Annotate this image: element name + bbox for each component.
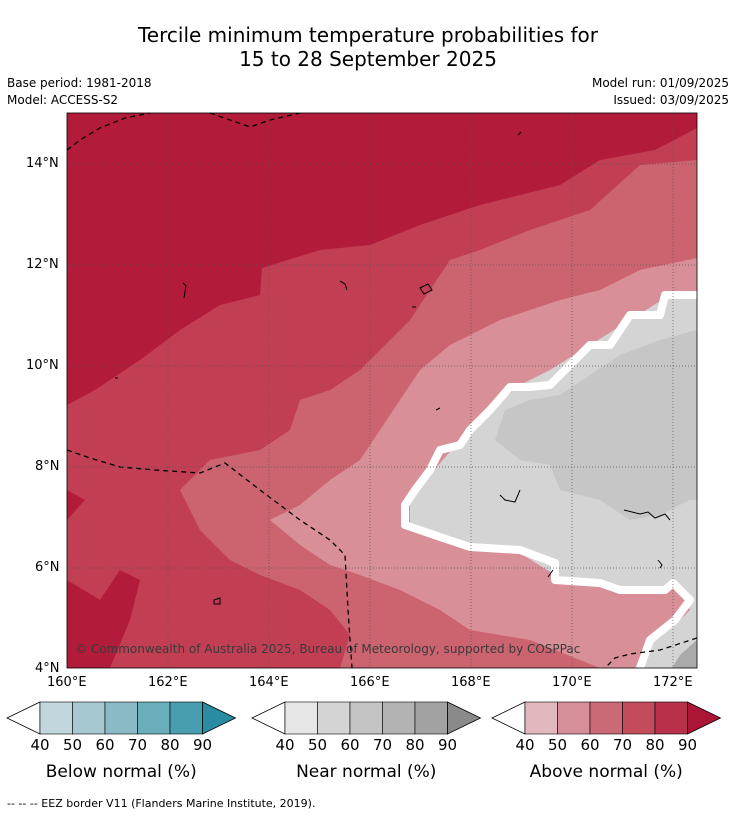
gridlines [67, 113, 697, 668]
colorbar-below-swatch-3 [137, 701, 171, 735]
lat-tick-10n: 10°N [26, 358, 59, 373]
colorbar-near-label-50: 50 [307, 736, 328, 754]
eez-legend: -- -- -- EEZ border V11 (Flanders Marine… [7, 797, 316, 810]
colorbar-near-title: Near normal (%) [296, 762, 437, 782]
map-frame [66, 112, 698, 669]
lat-tick-4n: 4°N [35, 661, 60, 676]
colorbar-above-low-extend [491, 701, 526, 735]
colorbar-near-label-60: 60 [340, 736, 360, 754]
colorbar-above-swatch-0 [524, 701, 558, 735]
colorbar-below-label-40: 40 [30, 736, 50, 754]
colorbar-below-title: Below normal (%) [45, 762, 197, 782]
colorbar-near-label-70: 70 [372, 736, 393, 754]
colorbar-near-swatch-2 [349, 701, 383, 735]
colorbar-below-label-70: 70 [127, 736, 148, 754]
colorbar-near-low-extend [251, 701, 286, 735]
lon-tick-164e: 164°E [249, 675, 289, 690]
colorbar-near-label-80: 80 [405, 736, 425, 754]
near-60-region [495, 330, 697, 520]
lon-tick-160e: 160°E [47, 675, 87, 690]
colorbar-below-label-80: 80 [160, 736, 180, 754]
lon-tick-162e: 162°E [148, 675, 188, 690]
model-name: Model: ACCESS-S2 [7, 93, 119, 107]
colorbar-above-swatch-1 [557, 701, 591, 735]
colorbar-above-swatch-3 [622, 701, 656, 735]
near-tercile-border [401, 291, 697, 668]
title-line-2: 15 to 28 September 2025 [239, 47, 497, 71]
colorbar-above-label-80: 80 [645, 736, 665, 754]
colorbar-below-swatch-0 [39, 701, 73, 735]
colorbar-below-label-50: 50 [62, 736, 83, 754]
colorbars [6, 701, 722, 735]
lon-tick-168e: 168°E [451, 675, 491, 690]
islands [115, 131, 671, 605]
colorbar-above-label-90: 90 [677, 736, 698, 754]
colorbar-near-swatch-4 [414, 701, 448, 735]
lon-tick-166e: 166°E [350, 675, 390, 690]
lat-tick-14n: 14°N [26, 156, 59, 171]
lat-tick-6n: 6°N [35, 560, 60, 575]
colorbar-below-high-extend [202, 701, 237, 735]
colorbar-near-swatch-3 [382, 701, 416, 735]
map-shading [67, 113, 697, 668]
colorbar-below-swatch-2 [104, 701, 138, 735]
colorbar-below-label-60: 60 [95, 736, 115, 754]
lon-tick-170e: 170°E [552, 675, 592, 690]
title-line-1: Tercile minimum temperature probabilitie… [137, 23, 599, 47]
lat-tick-12n: 12°N [26, 257, 59, 272]
colorbar-above-label-70: 70 [612, 736, 633, 754]
colorbar-above [491, 701, 722, 735]
colorbar-near-high-extend [447, 701, 482, 735]
eez-borders [67, 113, 697, 668]
issued-date: Issued: 03/09/2025 [613, 93, 729, 107]
colorbar-below-swatch-1 [72, 701, 106, 735]
colorbar-near-swatch-0 [284, 701, 318, 735]
base-period: Base period: 1981-2018 [7, 76, 152, 90]
colorbar-near [251, 701, 482, 735]
colorbar-below-low-extend [6, 701, 41, 735]
colorbar-above-high-extend [687, 701, 722, 735]
lon-tick-172e: 172°E [653, 675, 693, 690]
colorbar-below-label-90: 90 [192, 736, 213, 754]
colorbar-above-swatch-2 [589, 701, 623, 735]
colorbar-above-title: Above normal (%) [529, 762, 683, 782]
colorbar-near-swatch-1 [317, 701, 351, 735]
colorbar-above-label-40: 40 [515, 736, 535, 754]
near-70-region [672, 640, 697, 668]
model-run: Model run: 01/09/2025 [591, 76, 729, 90]
colorbar-above-swatch-4 [654, 701, 688, 735]
colorbar-near-label-40: 40 [275, 736, 295, 754]
colorbar-above-label-50: 50 [547, 736, 568, 754]
colorbar-below-swatch-4 [169, 701, 203, 735]
colorbar-near-label-90: 90 [437, 736, 458, 754]
lat-tick-8n: 8°N [35, 459, 60, 474]
colorbar-above-label-60: 60 [580, 736, 600, 754]
copyright-notice: © Commonwealth of Australia 2025, Bureau… [75, 642, 581, 656]
colorbar-below [6, 701, 237, 735]
